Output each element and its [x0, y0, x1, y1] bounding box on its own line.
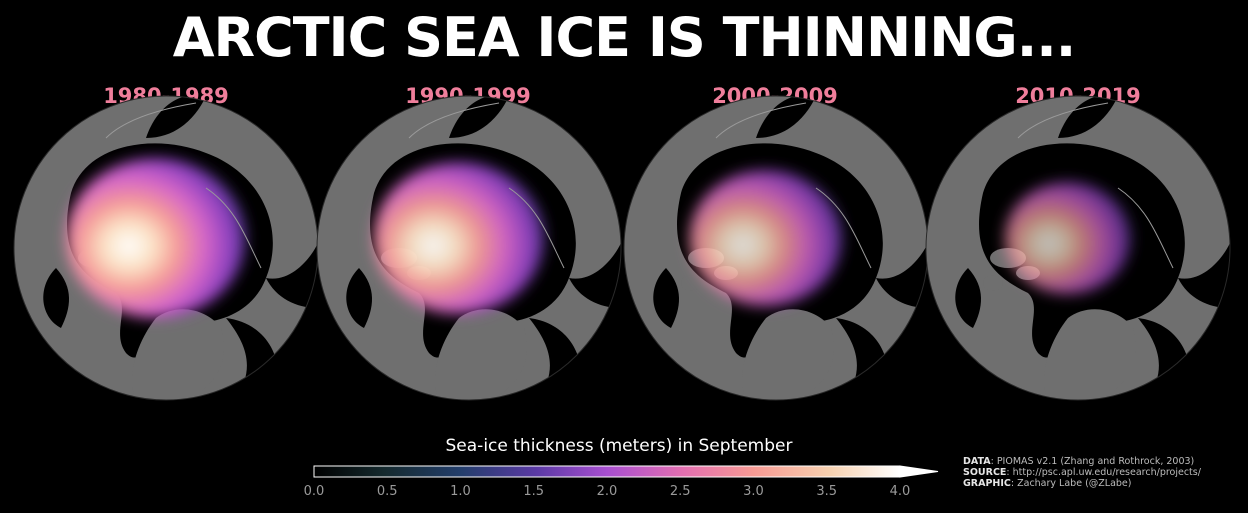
barents-sea — [1178, 243, 1230, 308]
bering-strait — [756, 96, 816, 138]
colorbar-tick-label: 0.0 — [303, 484, 325, 499]
map-border — [925, 95, 1231, 401]
credit-data: DATA: PIOMAS v2.1 (Zhang and Rothrock, 2… — [963, 456, 1195, 467]
greenland — [435, 309, 528, 400]
colorbar-tick-label: 2.5 — [669, 484, 691, 499]
barents-sea — [266, 243, 318, 308]
arctic-map — [623, 95, 929, 401]
baffin-bay — [43, 268, 70, 328]
sea-ice-field — [373, 162, 545, 314]
baffin-bay — [346, 268, 373, 328]
sea-ice-field — [1005, 182, 1131, 294]
greenland — [742, 309, 835, 400]
colorbar-fill — [313, 465, 901, 478]
colorbar-extend-arrow — [899, 465, 939, 478]
colorbar-tick-label: 3.0 — [743, 484, 764, 499]
colorbar-tick-label: 3.5 — [816, 484, 838, 499]
credit-source: SOURCE: http://psc.apl.uw.edu/research/p… — [963, 467, 1201, 478]
colorbar-title: Sea-ice thickness (meters) in September — [445, 436, 793, 456]
sea-ice-field — [689, 170, 843, 306]
colorbar — [313, 465, 939, 478]
greenland — [1044, 309, 1137, 400]
credit-graphic: GRAPHIC: Zachary Labe (@ZLabe) — [963, 478, 1132, 489]
arctic-map — [13, 95, 319, 401]
greenland — [132, 309, 225, 400]
bering-strait — [449, 96, 509, 138]
archipelago-island — [983, 275, 1003, 291]
credits: DATA: PIOMAS v2.1 (Zhang and Rothrock, 2… — [963, 456, 1201, 489]
baffin-bay — [653, 268, 680, 328]
bering-strait — [146, 96, 206, 138]
colorbar-tick-label: 0.5 — [376, 484, 398, 499]
colorbar-tick-label: 2.0 — [596, 484, 618, 499]
colorbar-tick-label: 1.0 — [450, 484, 471, 499]
arctic-map — [316, 95, 622, 401]
barents-sea — [569, 243, 621, 308]
colorbar-tick-label: 1.5 — [523, 484, 545, 499]
archipelago-island — [681, 275, 701, 291]
baffin-bay — [955, 268, 982, 328]
arctic-map — [925, 95, 1231, 401]
colorbar-tick-label: 4.0 — [889, 484, 911, 499]
barents-sea — [876, 243, 928, 308]
page-title: ARCTIC SEA ICE IS THINNING... — [172, 6, 1077, 69]
map-border — [316, 95, 622, 401]
sea-ice-field — [66, 158, 246, 318]
bering-strait — [1058, 96, 1118, 138]
